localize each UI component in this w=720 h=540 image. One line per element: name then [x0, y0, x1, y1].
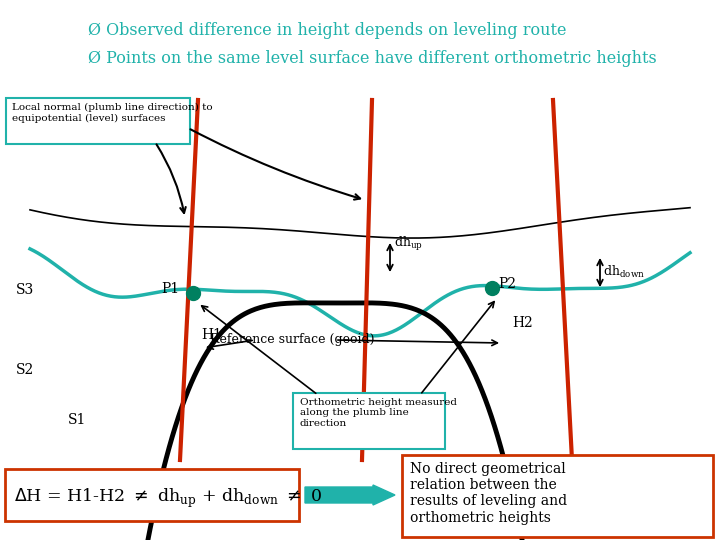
Text: dh$_{\mathregular{down}}$: dh$_{\mathregular{down}}$: [603, 264, 645, 280]
Text: $\Delta$H = H1-H2 $\neq$ dh$_{\mathregular{up}}$ + dh$_{\mathregular{down}}$ $\n: $\Delta$H = H1-H2 $\neq$ dh$_{\mathregul…: [14, 487, 322, 510]
Text: P1: P1: [161, 282, 179, 296]
Text: Ø Points on the same level surface have different orthometric heights: Ø Points on the same level surface have …: [88, 50, 657, 67]
Text: S1: S1: [68, 413, 86, 427]
Text: dh$_{\mathregular{up}}$: dh$_{\mathregular{up}}$: [394, 235, 423, 253]
FancyBboxPatch shape: [6, 98, 190, 144]
Text: S3: S3: [16, 283, 35, 297]
FancyBboxPatch shape: [5, 469, 299, 521]
FancyArrow shape: [305, 485, 395, 505]
Text: No direct geometrical
relation between the
results of leveling and
orthometric h: No direct geometrical relation between t…: [410, 462, 567, 524]
Text: H1: H1: [201, 328, 222, 342]
Text: Reference surface (geoid): Reference surface (geoid): [210, 334, 374, 347]
Text: Local normal (plumb line direction) to
equipotential (level) surfaces: Local normal (plumb line direction) to e…: [12, 103, 212, 123]
FancyBboxPatch shape: [402, 455, 713, 537]
FancyBboxPatch shape: [293, 393, 445, 449]
Text: S2: S2: [16, 363, 35, 377]
Text: Ø Observed difference in height depends on leveling route: Ø Observed difference in height depends …: [88, 22, 567, 39]
Text: H2: H2: [512, 316, 533, 330]
Text: P2: P2: [498, 277, 516, 291]
Text: Orthometric height measured
along the plumb line
direction: Orthometric height measured along the pl…: [300, 398, 457, 428]
